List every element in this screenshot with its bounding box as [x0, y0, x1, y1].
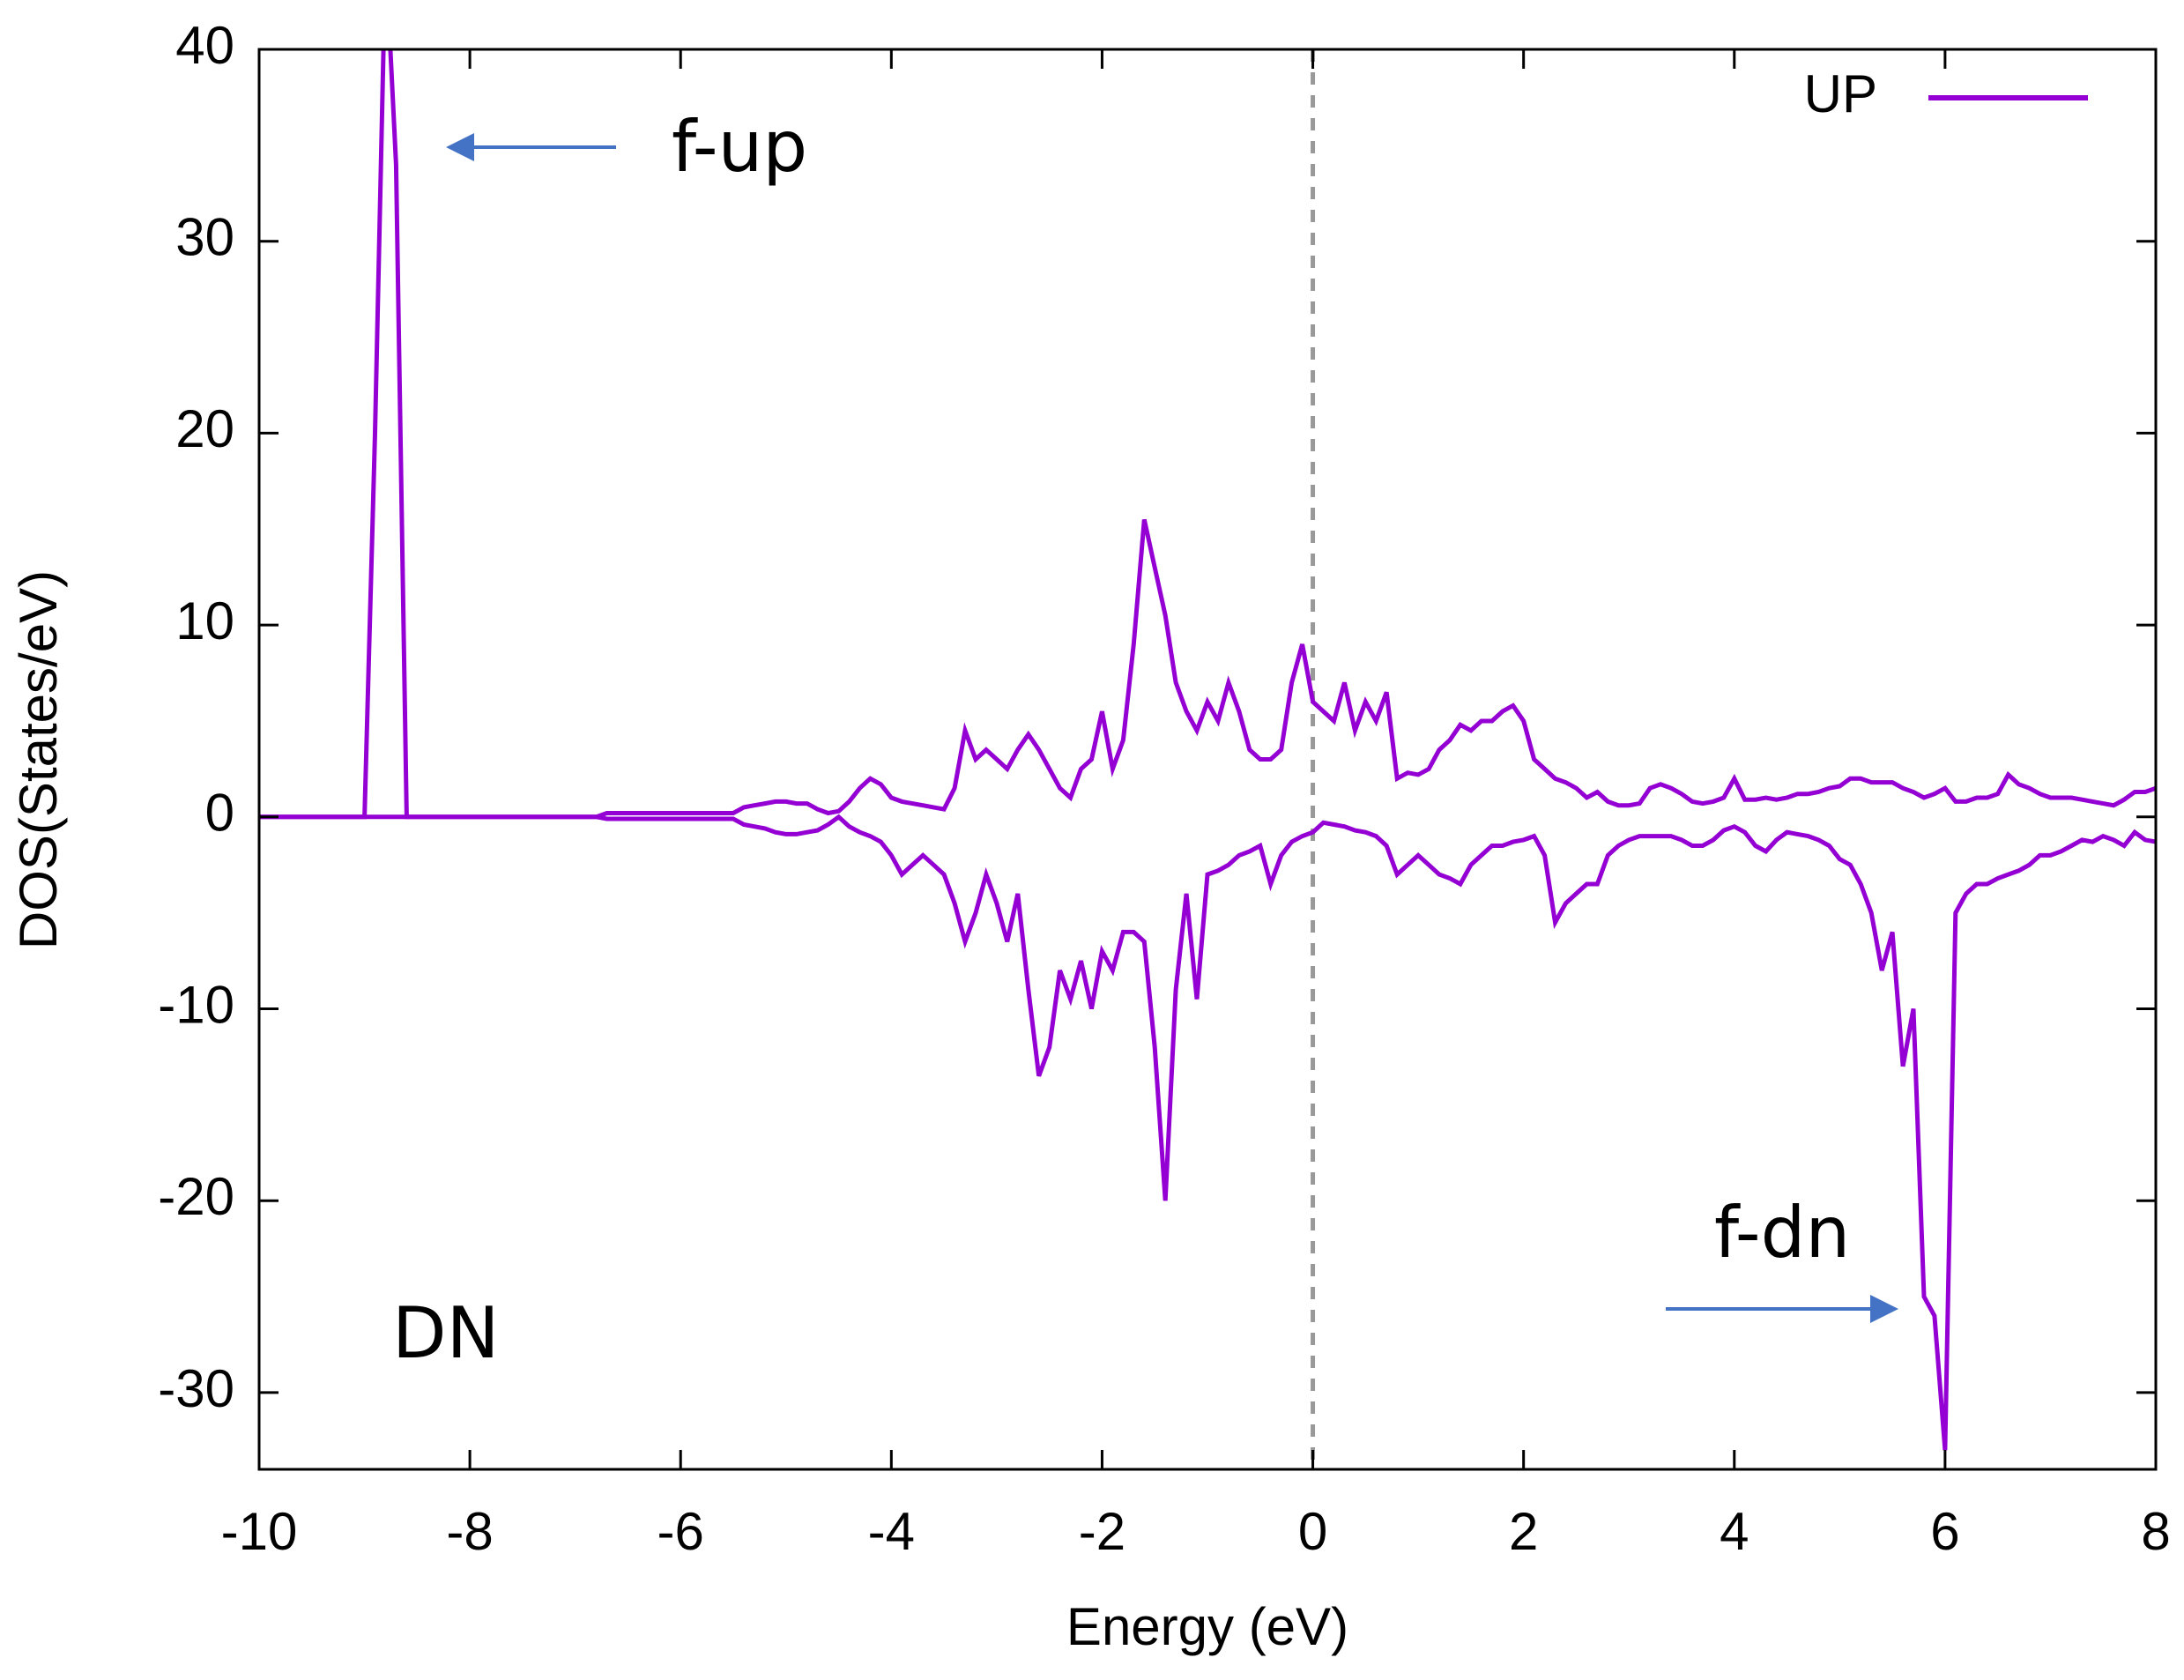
dos-line [259, 814, 2156, 1451]
x-tick-label: 2 [1509, 1502, 1538, 1561]
annotation: f-dn [1714, 1192, 1850, 1274]
x-axis-label: Energy (eV) [1066, 1597, 1348, 1656]
x-tick-label: -6 [657, 1502, 704, 1561]
annotation: f-up [672, 106, 807, 188]
y-tick-label: 0 [205, 784, 234, 843]
x-tick-label: 0 [1298, 1502, 1327, 1561]
legend-label: UP [1804, 64, 1877, 123]
plot-frame [257, 48, 2158, 1471]
plot-area [259, 49, 2156, 1469]
x-tick-label: -10 [221, 1502, 298, 1561]
x-tick-label: 8 [2141, 1502, 2170, 1561]
y-tick-label: 40 [175, 16, 234, 75]
y-tick-label: 20 [175, 399, 234, 458]
y-tick-label: 10 [175, 591, 234, 650]
y-tick-label: 30 [175, 208, 234, 267]
x-tick-label: -2 [1079, 1502, 1125, 1561]
x-tick-label: 4 [1720, 1502, 1749, 1561]
annotation: DN [392, 1292, 499, 1374]
x-tick-label: -8 [446, 1502, 493, 1561]
x-tick-label: 6 [1930, 1502, 1959, 1561]
y-tick-label: -30 [158, 1359, 234, 1418]
y-tick-label: -20 [158, 1167, 234, 1226]
y-axis-label: DOS(States/eV) [9, 570, 68, 949]
y-tick-label: -10 [158, 975, 234, 1034]
x-tick-label: -4 [868, 1502, 915, 1561]
